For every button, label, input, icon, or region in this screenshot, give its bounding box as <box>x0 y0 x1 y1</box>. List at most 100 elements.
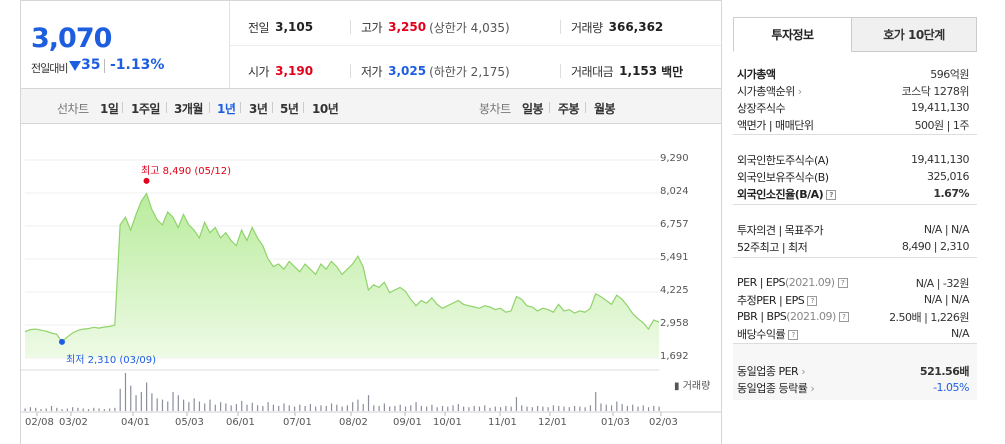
volume-bar <box>568 407 570 411</box>
info-key-text: 외국인소진율(B/A) <box>737 187 824 201</box>
invest-info-row: 추정PER | EPS? N/A | N/A <box>737 291 970 308</box>
divider <box>350 20 351 34</box>
tab-1d[interactable]: 1일 <box>100 102 119 116</box>
volume-bar <box>463 406 465 411</box>
info-key: 추정PER | EPS? <box>737 292 818 308</box>
volume-bar <box>558 405 560 411</box>
volume-bar <box>531 407 533 411</box>
volume-bar <box>77 407 79 411</box>
info-value: 325,016 <box>927 170 970 183</box>
volume-bar <box>642 405 644 411</box>
volume-bar <box>299 404 301 411</box>
volume-bar <box>124 373 127 411</box>
right-border <box>721 0 722 444</box>
low-annotation: 최저 2,310 (03/09) <box>66 355 157 366</box>
tab-3m[interactable]: 3개월 <box>174 102 203 116</box>
help-icon[interactable]: ? <box>837 278 848 288</box>
volume-bar <box>632 404 634 411</box>
y-tick-label: 8,024 <box>660 186 689 197</box>
volume-bar <box>304 405 306 411</box>
volume-bar <box>653 405 655 411</box>
info-value: 521.56배 <box>919 364 970 378</box>
volume-bar <box>600 403 602 411</box>
divider <box>272 102 273 113</box>
upper-limit: (상한가 4,035) <box>429 20 510 35</box>
tab-10y[interactable]: 10년 <box>312 102 339 116</box>
tab-weekly[interactable]: 주봉 <box>558 102 580 116</box>
chevron-right-icon[interactable]: › <box>794 84 802 98</box>
volume-bar <box>404 406 407 411</box>
info-value: N/A <box>951 327 969 340</box>
tab-daily[interactable]: 일봉 <box>522 102 544 116</box>
volume-bar <box>219 402 222 411</box>
volume-bar <box>584 407 586 411</box>
quote-label: 거래량 <box>571 20 603 35</box>
divider <box>560 64 561 78</box>
volume-bar <box>109 408 111 411</box>
info-key-text: 시가총액 <box>737 67 776 81</box>
volume-bar <box>198 401 201 411</box>
volume-bar <box>478 406 481 411</box>
tab-5y[interactable]: 5년 <box>280 102 299 116</box>
divider <box>104 59 105 73</box>
help-icon[interactable]: ? <box>788 329 799 340</box>
help-icon[interactable]: ? <box>838 312 849 322</box>
volume-bar <box>515 397 518 411</box>
help-icon[interactable]: ? <box>807 295 818 306</box>
volume-bar <box>72 407 74 411</box>
volume-bar <box>188 402 190 411</box>
quote-low: 저가 3,025 (하한가 2,175) <box>361 49 510 93</box>
info-key-text: 시가총액순위 <box>737 84 795 98</box>
divider <box>303 102 304 113</box>
tab-1w[interactable]: 1주일 <box>131 102 160 116</box>
help-icon[interactable]: ? <box>826 189 837 200</box>
volume-bar <box>452 405 454 411</box>
chevron-right-icon[interactable]: › <box>807 381 815 395</box>
volume-bar <box>330 403 333 411</box>
quote-value: 366,362 <box>608 20 664 34</box>
tab-invest-info[interactable]: 투자정보 <box>733 17 852 52</box>
invest-info-row: 상장주식수 19,411,130 <box>737 99 969 116</box>
info-key: 시가총액 <box>737 66 776 82</box>
low-point <box>58 338 65 345</box>
volume-bar <box>193 398 195 411</box>
price-chart[interactable]: 9,290 8,024 6,757 5,491 4,225 2,958 1,692 02/0… <box>21 140 721 440</box>
volume-bar <box>230 405 232 411</box>
quote-prev-close: 전일 3,105 <box>248 5 313 49</box>
info-key: 외국인한도주식수(A) <box>737 152 829 168</box>
volume-bar <box>362 404 364 411</box>
volume-bar <box>61 409 63 411</box>
volume-bar <box>420 405 422 411</box>
volume-bar <box>399 404 401 411</box>
volume-bar <box>278 405 280 411</box>
x-tick-label: 06/01 <box>226 417 255 428</box>
invest-info-panel: 투자정보 호가 10단계 시가총액 596억원 시가총액순위 › 코스닥 1278위 상… <box>733 17 977 417</box>
info-key-text: 상장주식수 <box>737 101 786 115</box>
tab-monthly[interactable]: 월봉 <box>594 102 616 116</box>
info-value: 596억원 <box>930 67 969 81</box>
info-key: PER | EPS(2021.09)? <box>737 276 848 289</box>
volume-bar <box>225 403 227 411</box>
volume-bar <box>45 408 47 411</box>
invest-info-row: 시가총액 596억원 <box>737 65 969 82</box>
y-tick-label: 9,290 <box>660 153 689 164</box>
volume-bar <box>293 406 296 411</box>
invest-info-row: 배당수익률? N/A <box>737 325 969 342</box>
volume-bar <box>447 406 449 411</box>
tab-3y[interactable]: 3년 <box>249 102 268 116</box>
volume-bar <box>378 405 380 411</box>
volume-bar <box>251 402 253 411</box>
volume-bar <box>272 404 275 411</box>
info-value: 19,411,130 <box>911 153 969 166</box>
tab-orderbook-10[interactable]: 호가 10단계 <box>851 17 977 52</box>
volume-bar <box>114 407 116 411</box>
info-value: N/A | N/A <box>923 223 970 236</box>
volume-bar <box>309 404 311 411</box>
info-key: 액면가 | 매매단위 <box>737 117 814 133</box>
tab-1y[interactable]: 1년 <box>217 102 236 116</box>
change-label: 전일대비 <box>31 62 68 75</box>
high-annotation: 최고 8,490 (05/12) <box>141 166 232 177</box>
volume-bar <box>161 399 164 411</box>
info-value: N/A | -32원 <box>915 276 970 290</box>
chevron-right-icon[interactable]: › <box>798 364 806 378</box>
